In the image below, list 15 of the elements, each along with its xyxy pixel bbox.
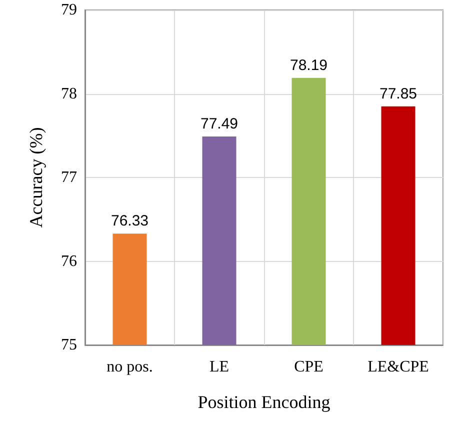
data-label: 76.33 (110, 212, 149, 230)
y-tick-label: 79 (61, 2, 77, 18)
x-tick-label: LE&CPE (368, 358, 429, 376)
y-tick-label: 75 (61, 336, 77, 354)
data-label: 77.49 (200, 115, 238, 132)
x-tick-label: LE (209, 358, 230, 376)
y-axis-title: Accuracy (%) (26, 127, 46, 228)
x-axis-title: Position Encoding (198, 392, 330, 412)
data-label: 77.85 (379, 85, 418, 102)
y-tick-label: 77 (61, 169, 77, 186)
y-tick-label: 76 (61, 252, 77, 270)
data-label: 78.19 (290, 56, 328, 74)
x-tick-label: CPE (294, 358, 324, 376)
x-tick-label: no pos. (106, 358, 153, 376)
y-tick-label: 78 (61, 85, 77, 102)
